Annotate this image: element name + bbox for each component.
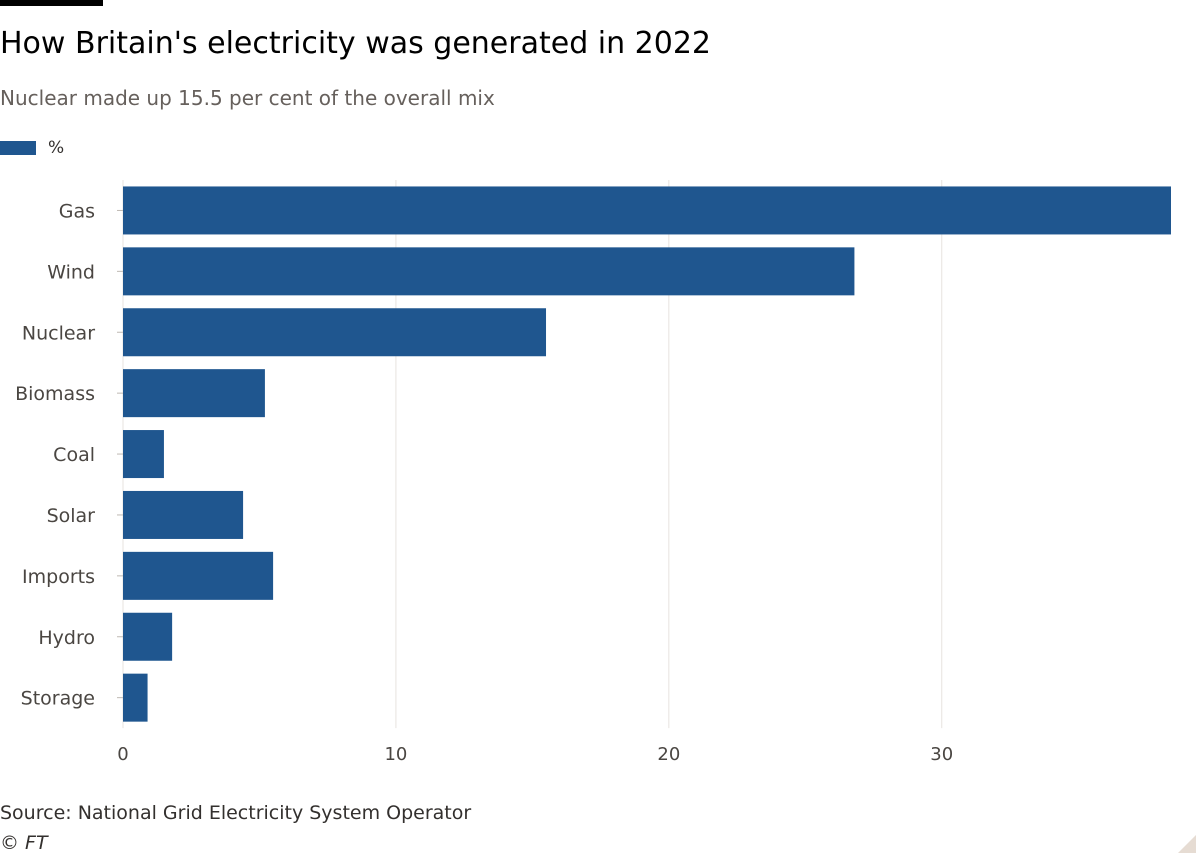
corner-fold-icon xyxy=(1178,835,1196,853)
bar-chart: Gas Wind Nuclear Biomass Coal Solar Imports Hyd… xyxy=(15,180,1171,765)
category-label-biomass: Biomass xyxy=(15,383,95,405)
legend-label: % xyxy=(48,138,65,158)
category-label-coal: Coal xyxy=(53,444,95,466)
source-note: Source: National Grid Electricity System… xyxy=(0,802,472,824)
category-label-solar: Solar xyxy=(47,505,96,527)
legend: % xyxy=(0,136,64,160)
bar-hydro xyxy=(123,612,173,661)
category-label-hydro: Hydro xyxy=(38,627,95,649)
top-rule xyxy=(0,0,103,6)
x-tick-label: 10 xyxy=(384,744,407,765)
x-tick-label: 0 xyxy=(117,744,128,765)
category-labels: Gas Wind Nuclear Biomass Coal Solar Imports Hyd… xyxy=(15,200,123,710)
chart-title: How Britain's electricity was generated … xyxy=(0,26,712,61)
bar-gas xyxy=(123,186,1171,235)
bar-solar xyxy=(123,490,244,539)
category-label-nuclear: Nuclear xyxy=(22,322,95,344)
bar-wind xyxy=(123,247,855,296)
bars xyxy=(123,186,1171,722)
copyright-credit: © FT xyxy=(0,832,48,854)
category-label-gas: Gas xyxy=(59,200,95,222)
x-tick-labels: 0 10 20 30 xyxy=(117,744,953,765)
x-tick-label: 30 xyxy=(930,744,953,765)
category-label-wind: Wind xyxy=(47,261,95,283)
bar-nuclear xyxy=(123,308,547,357)
x-tick-label: 20 xyxy=(657,744,680,765)
bar-biomass xyxy=(123,369,265,418)
category-label-imports: Imports xyxy=(22,566,95,588)
bar-storage xyxy=(123,673,148,722)
legend-swatch xyxy=(0,141,36,155)
bar-coal xyxy=(123,430,164,479)
bar-imports xyxy=(123,551,274,600)
category-label-storage: Storage xyxy=(21,688,95,710)
chart-subtitle: Nuclear made up 15.5 per cent of the ove… xyxy=(0,86,495,110)
